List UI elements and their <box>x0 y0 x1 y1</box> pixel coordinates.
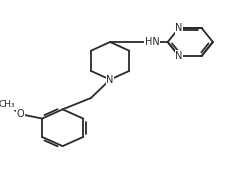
Text: HN: HN <box>144 37 159 47</box>
Text: N: N <box>175 51 183 61</box>
Text: N: N <box>175 23 183 33</box>
Text: N: N <box>106 75 114 85</box>
Text: CH₃: CH₃ <box>0 100 15 109</box>
Text: O: O <box>17 109 24 119</box>
